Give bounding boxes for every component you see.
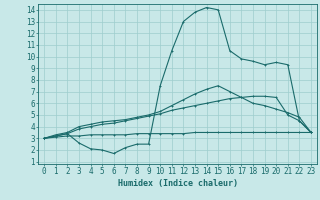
X-axis label: Humidex (Indice chaleur): Humidex (Indice chaleur) xyxy=(118,179,238,188)
